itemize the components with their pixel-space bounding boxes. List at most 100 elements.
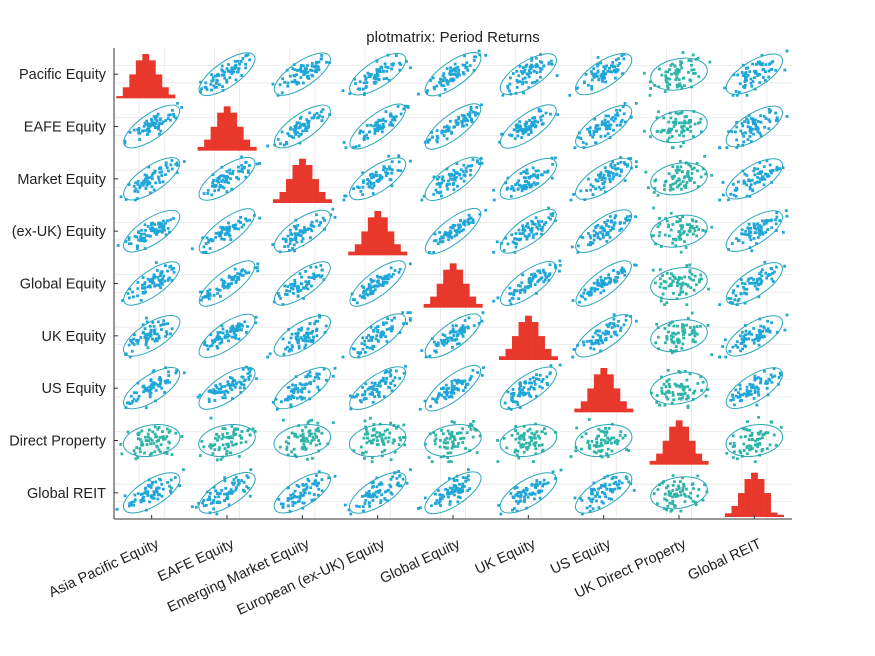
scatter-point — [626, 163, 629, 167]
scatter-point — [679, 219, 682, 223]
scatter-point — [170, 453, 174, 457]
scatter-point — [161, 430, 164, 434]
scatter-point — [362, 294, 366, 298]
scatter-point — [534, 169, 538, 173]
scatter-point — [127, 183, 131, 186]
scatter-point — [136, 183, 140, 186]
scatter-point — [215, 458, 219, 462]
scatter-point — [540, 173, 543, 177]
scatter-point — [238, 386, 242, 390]
scatter-point — [752, 281, 756, 285]
scatter-point — [452, 330, 456, 334]
scatter-point — [304, 343, 308, 347]
scatter-point — [594, 130, 598, 133]
scatter-point — [748, 126, 752, 129]
scatter-point — [157, 284, 161, 288]
scatter-point — [551, 212, 555, 215]
scatter-point — [216, 500, 220, 504]
scatter-point — [382, 277, 386, 281]
scatter-point — [764, 271, 768, 275]
scatter-point — [756, 339, 760, 343]
histogram-bar — [135, 60, 143, 99]
scatter-point — [160, 222, 164, 226]
scatter-point — [401, 322, 405, 326]
scatter-point — [444, 383, 448, 387]
scatter-point — [527, 233, 531, 237]
scatter-point — [220, 385, 224, 389]
scatter-point — [225, 80, 229, 84]
scatter-point — [306, 281, 310, 285]
scatter-point — [447, 386, 451, 390]
scatter-point — [775, 215, 779, 219]
scatter-point — [492, 250, 496, 254]
scatter-point — [688, 372, 692, 376]
scatter-point — [753, 121, 757, 125]
scatter-point — [333, 366, 337, 370]
scatter-point — [689, 125, 692, 129]
scatter-point — [208, 344, 212, 348]
scatter-point — [130, 401, 134, 405]
scatter-point — [357, 186, 361, 190]
scatter-point — [654, 341, 658, 345]
scatter-point — [747, 438, 751, 441]
scatter-point — [756, 442, 760, 446]
scatter-point — [230, 72, 234, 75]
scatter-point — [522, 226, 525, 230]
scatter-point — [618, 433, 622, 437]
scatter-point — [433, 239, 436, 243]
scatter-point — [553, 156, 557, 160]
scatter-point — [659, 299, 663, 303]
scatter-point — [431, 135, 434, 139]
scatter-point — [364, 289, 368, 293]
scatter-point — [248, 164, 251, 167]
scatter-point — [317, 388, 321, 392]
scatter-point — [451, 226, 455, 230]
scatter-point — [749, 117, 753, 120]
scatter-point — [152, 273, 156, 277]
scatter-point — [453, 338, 457, 342]
scatter-point — [464, 117, 468, 121]
scatter-point — [606, 132, 610, 136]
scatter-point — [230, 383, 234, 387]
scatter-point — [283, 284, 287, 288]
scatter-point — [688, 333, 692, 337]
scatter-point — [361, 171, 365, 175]
cell-asia-pacific-equity-vs-global-reit — [723, 49, 789, 97]
cell-eafe-equity-vs-european-ex-uk-equity — [342, 103, 410, 150]
scatter-point — [221, 331, 225, 335]
scatter-point — [449, 177, 452, 181]
scatter-point — [438, 185, 442, 189]
scatter-point — [317, 377, 321, 380]
scatter-point — [506, 186, 509, 190]
scatter-point — [288, 510, 292, 513]
scatter-point — [294, 233, 298, 237]
scatter-point — [234, 432, 238, 436]
scatter-point — [523, 234, 527, 238]
scatter-point — [448, 432, 451, 436]
scatter-point — [440, 429, 443, 432]
scatter-point — [136, 245, 139, 249]
scatter-point — [247, 271, 251, 275]
scatter-point — [739, 349, 742, 353]
scatter-point — [158, 132, 161, 136]
scatter-point — [651, 234, 655, 237]
scatter-point — [751, 383, 755, 387]
scatter-point — [508, 133, 512, 137]
scatter-point — [663, 180, 667, 184]
scatter-point — [623, 269, 627, 273]
scatter-point — [225, 190, 229, 194]
scatter-point — [688, 388, 692, 392]
scatter-point — [440, 235, 444, 239]
scatter-point — [158, 118, 162, 122]
scatter-point — [285, 448, 289, 451]
scatter-point — [612, 436, 616, 440]
scatter-point — [151, 121, 155, 125]
scatter-point — [679, 60, 682, 64]
cell-uk-equity-vs-emerging-market-equity — [266, 313, 331, 359]
scatter-point — [466, 164, 470, 168]
scatter-point — [510, 398, 514, 402]
scatter-point — [601, 232, 605, 236]
scatter-point — [529, 385, 533, 389]
scatter-point — [302, 64, 305, 68]
